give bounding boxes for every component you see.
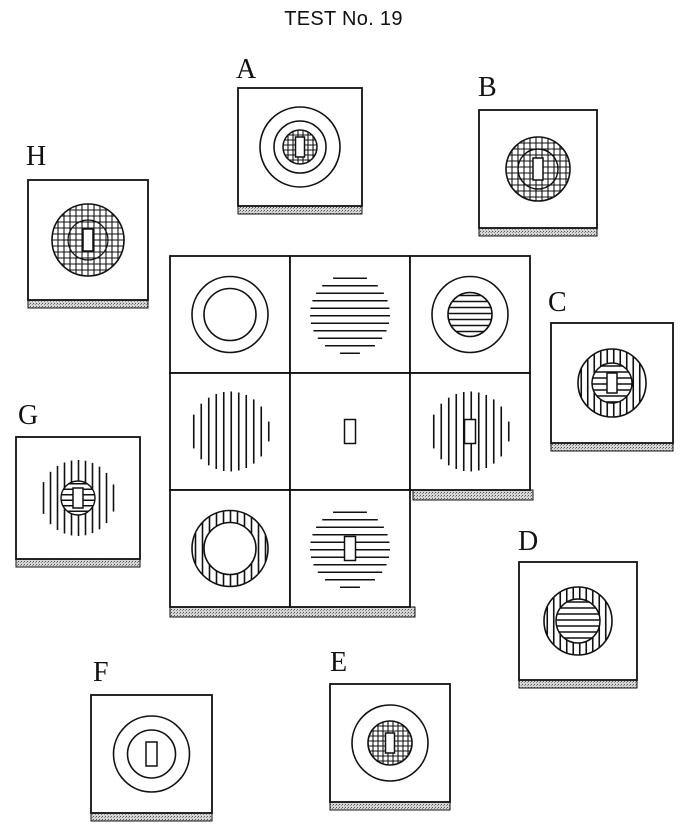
option-label-a: A <box>236 54 257 85</box>
option-tile-g[interactable] <box>15 436 141 568</box>
option-tile-h[interactable] <box>27 179 149 309</box>
option-tile-f[interactable] <box>90 694 213 822</box>
option-tile-c[interactable] <box>550 322 674 452</box>
option-label-d: D <box>518 526 539 557</box>
grid-cell-2-3 <box>409 372 531 491</box>
option-tile-a[interactable] <box>237 87 363 215</box>
grid-cell-2-1 <box>169 372 291 491</box>
grid-cell-1-1 <box>169 255 291 374</box>
option-tile-e[interactable] <box>329 683 451 811</box>
grid-cell-1-3 <box>409 255 531 374</box>
option-label-b: B <box>478 72 497 103</box>
option-label-g: G <box>18 400 39 431</box>
grid-cell-3-1 <box>169 489 291 608</box>
test-title: TEST No. 19 <box>284 8 403 30</box>
option-tile-b[interactable] <box>478 109 598 237</box>
option-label-f: F <box>93 657 109 688</box>
grid-cell-3-2 <box>289 489 411 608</box>
option-label-c: C <box>548 287 567 318</box>
option-tile-d[interactable] <box>518 561 638 689</box>
grid-cell-2-2 <box>289 372 411 491</box>
option-label-e: E <box>330 647 348 678</box>
grid-cell-1-2 <box>289 255 411 374</box>
option-label-h: H <box>26 141 47 172</box>
